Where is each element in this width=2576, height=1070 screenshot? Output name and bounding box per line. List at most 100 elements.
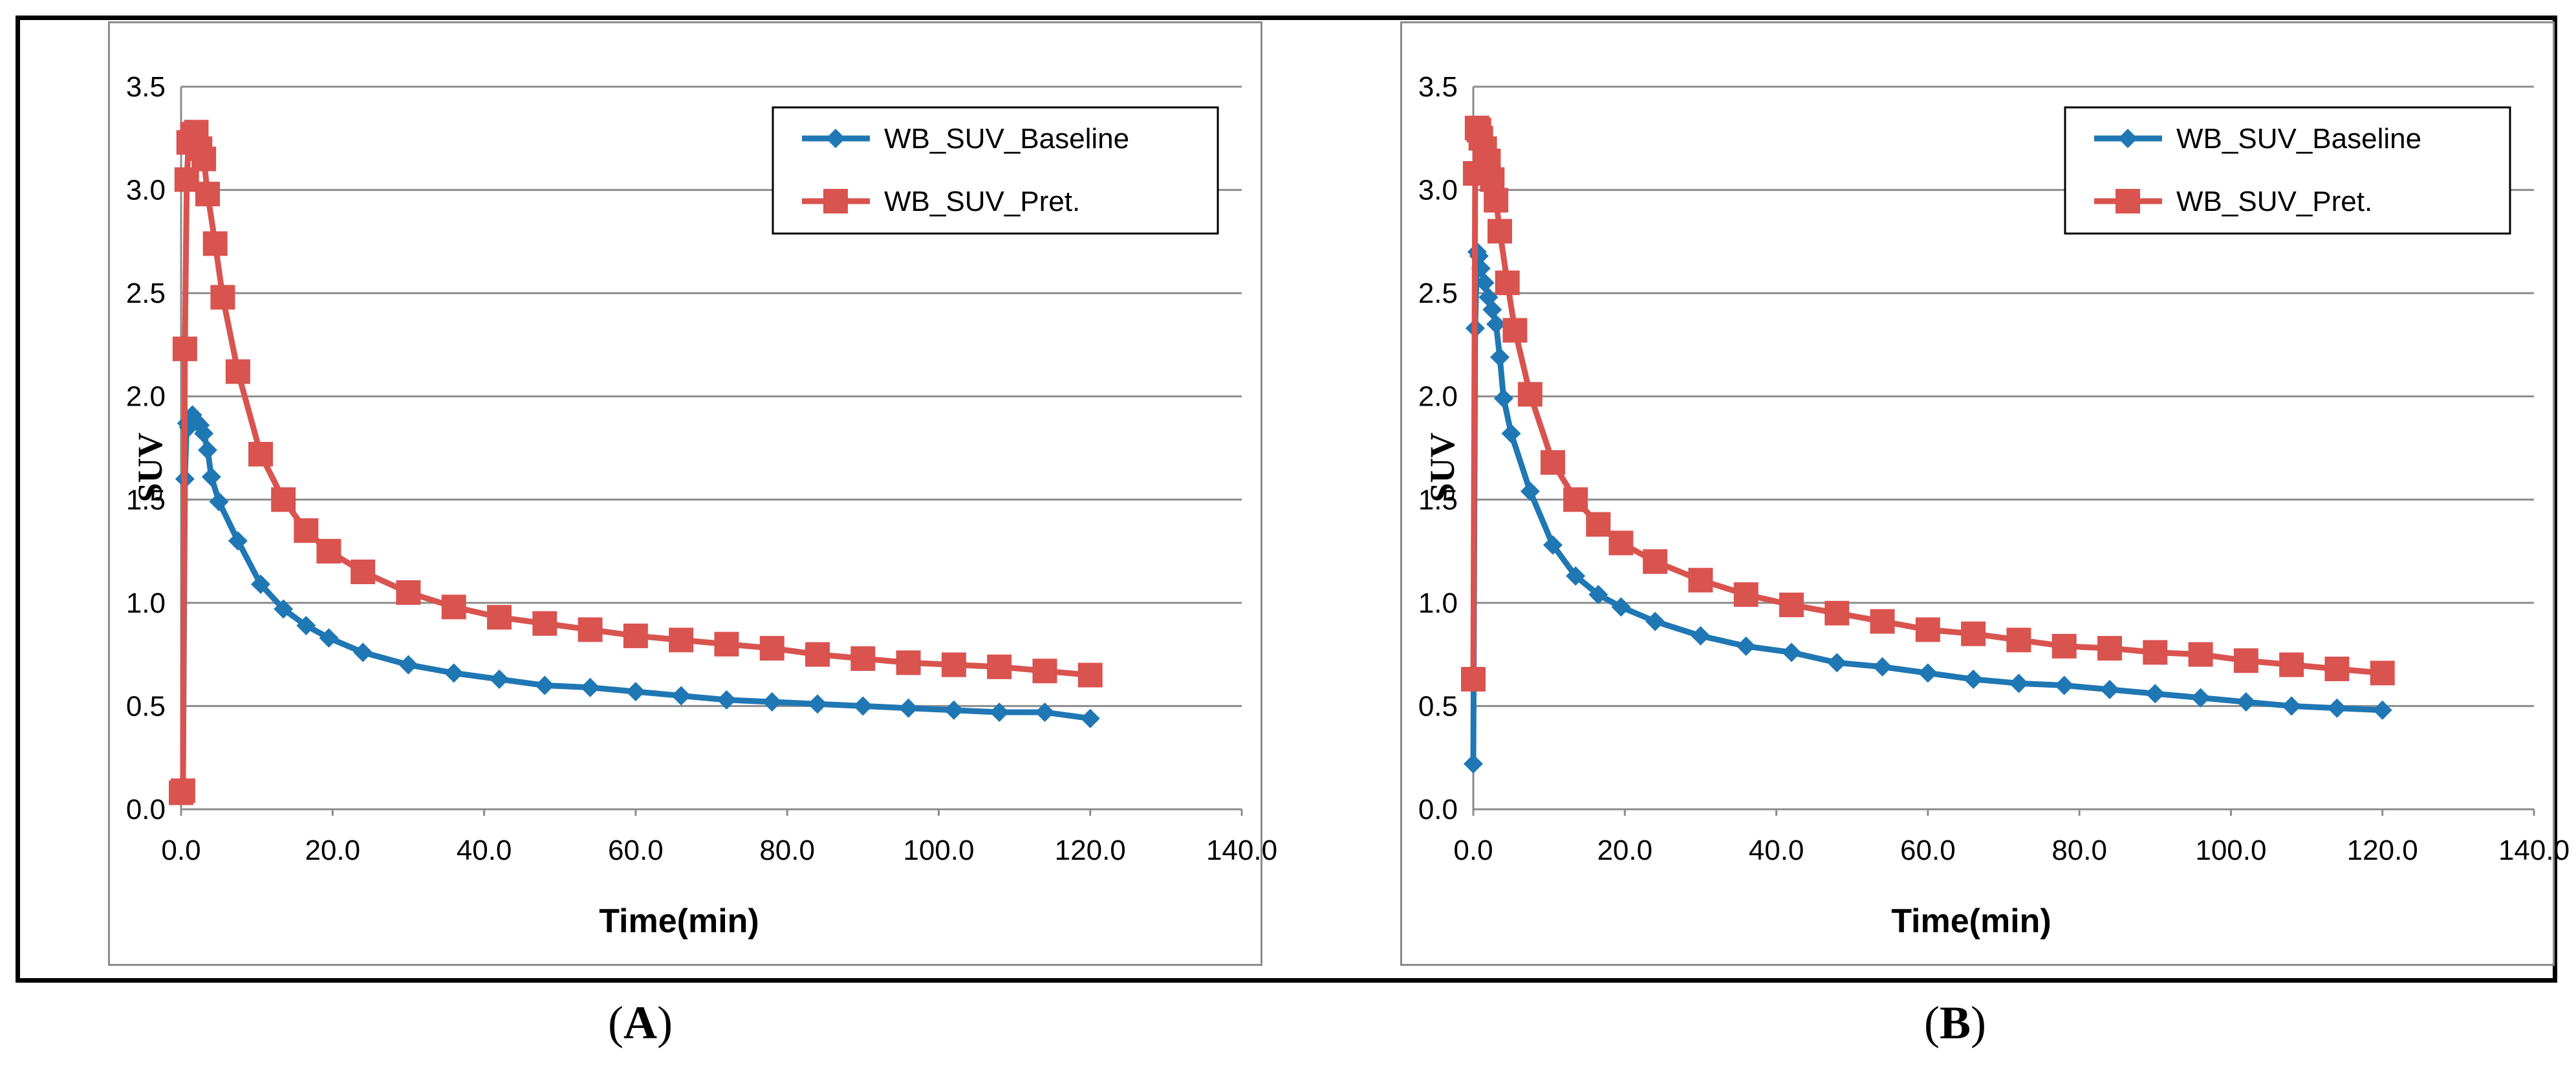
chart-a-series-baseline-point [1080, 708, 1100, 728]
chart-a-ytick-label-5: 2.5 [126, 278, 166, 309]
chart-b-series-baseline-point [1543, 535, 1563, 555]
chart-b-series-baseline-point [1827, 653, 1847, 673]
chart-b-xtick-label-5: 100.0 [2195, 835, 2266, 866]
chart-a-series-pret-point [669, 628, 694, 653]
panel-label-b: (B) [1924, 997, 1986, 1049]
chart-a-series-baseline-point [398, 655, 418, 675]
chart-a-series-pret-point [487, 605, 512, 630]
chart-a-series-pret-point [1032, 659, 1057, 684]
chart-a-series-baseline-point [274, 599, 294, 619]
chart-b-y-axis-title: SUV [1423, 432, 1462, 502]
chart-b-series-baseline-point [2009, 673, 2029, 693]
chart-b-series-pret-point [1870, 609, 1895, 634]
chart-a-series-baseline-point [353, 642, 373, 662]
chart-a-series-pret-point [805, 642, 830, 667]
chart-b-series-baseline-point [2282, 696, 2302, 716]
chart-a-series-pret-point [174, 167, 199, 192]
chart-a-series-pret-point [191, 146, 217, 171]
chart-b-series-baseline-point [2054, 675, 2074, 695]
chart-b-ytick-label-1: 0.5 [1418, 690, 1458, 722]
chart-b-svg: 0.0 0.5 1.0 1.5 2.0 2.5 3.0 3.5 0.0 20.0 40.0 60.0 8… [1418, 71, 2570, 940]
panel-label-a: (A) [608, 997, 673, 1049]
chart-a-svg: 0.0 0.5 1.0 1.5 2.0 2.5 3.0 3.5 0.0 20.0 40.0 60.0 8… [126, 71, 1277, 940]
chart-b-series-baseline-point [1736, 636, 1756, 656]
chart-a-series-pret-point [351, 559, 376, 584]
chart-b-legend-pret-label: WB_SUV_Pret. [2176, 186, 2372, 217]
chart-a-series-pret-point [987, 654, 1012, 679]
chart-a-legend-baseline-marker [826, 129, 845, 148]
chart-a-legend-pret-marker [823, 189, 848, 213]
chart-a-series-pret-point [441, 595, 466, 620]
chart-b-legend-baseline-label: WB_SUV_Baseline [2176, 123, 2421, 155]
chart-b-series-pret-point [1733, 582, 1759, 607]
chart-a-series-baseline-point [625, 682, 645, 702]
chart-a-series-baseline-point [535, 675, 555, 695]
chart-b-x-axis-title: Time(min) [1891, 902, 2051, 940]
chart-a-xtick-label-0: 0.0 [161, 835, 200, 866]
chart-b-series-baseline-point [1782, 642, 1801, 662]
chart-a-series-baseline-point [580, 677, 600, 697]
chart-a-series-pret-point [294, 518, 319, 543]
chart-b-xtick-label-2: 40.0 [1749, 835, 1804, 866]
chart-a-series-pret-point [532, 611, 557, 636]
chart-a-series-baseline-point [762, 692, 782, 712]
chart-b-ytick-label-4: 2.0 [1418, 381, 1458, 413]
chart-a-series-baseline-point [990, 703, 1010, 723]
chart-a-ytick-label-6: 3.0 [126, 175, 166, 206]
chart-a-series-baseline-point [808, 694, 827, 714]
chart-a-y-axis-title: SUV [131, 432, 169, 502]
chart-b-series-baseline-point [2372, 700, 2392, 720]
chart-a-xtick-label-6: 120.0 [1055, 835, 1126, 866]
chart-a-series-baseline-point [898, 698, 918, 718]
chart-a-series-pret-point [941, 652, 966, 677]
chart-a-series-baseline-point [944, 700, 964, 720]
chart-a-series-pret-point [759, 636, 785, 661]
chart-b-series-baseline-point [1645, 611, 1665, 631]
chart-a-series-pret-point [623, 623, 648, 648]
chart-b-series-pret-point [1563, 487, 1588, 512]
chart-b-series-baseline-point [1520, 481, 1540, 501]
chart-panel-b: 0.0 0.5 1.0 1.5 2.0 2.5 3.0 3.5 0.0 20.0 40.0 60.0 8… [1400, 21, 2570, 966]
chart-a-series-pret-point [714, 631, 739, 657]
panel-letter-b: B [1939, 997, 1971, 1049]
chart-b-series-baseline-point [1691, 626, 1711, 646]
chart-b-series-baseline-point [1482, 300, 1502, 320]
chart-a-series-pret-point [1077, 662, 1103, 688]
chart-b-series-baseline-point [2327, 698, 2347, 718]
chart-a-series-pret-point [896, 650, 921, 675]
chart-a-ytick-label-7: 3.5 [126, 71, 166, 103]
chart-b-series-baseline-point [1611, 597, 1631, 617]
chart-b-series-baseline-point [1493, 388, 1513, 408]
chart-a-series-baseline-point [671, 686, 691, 706]
chart-b-series-baseline-point [2145, 684, 2165, 704]
chart-b-xtick-label-6: 120.0 [2347, 835, 2418, 866]
chart-a-series-baseline-point [198, 440, 217, 460]
chart-b-series-pret-point [1517, 382, 1542, 407]
chart-a-series-baseline-point [490, 669, 509, 689]
chart-b-series-baseline-line [1470, 248, 2383, 764]
chart-b-series-pret-point [2188, 642, 2213, 667]
chart-a-series-baseline-point [853, 696, 873, 716]
chart-a-ytick-label-2: 1.0 [126, 587, 166, 619]
chart-b-series-pret-point [1915, 617, 1940, 642]
chart-a-series-pret-point [210, 285, 235, 310]
chart-a-x-axis-title: Time(min) [599, 902, 759, 940]
chart-a-series-baseline-point [1035, 703, 1055, 723]
chart-b-series-pret-point [1824, 600, 1850, 626]
chart-b-series-baseline-point [1872, 657, 1892, 677]
chart-b-series-pret-point [1480, 167, 1505, 192]
chart-b-series-baseline-point [1588, 585, 1608, 605]
chart-a-series-pret-point [271, 487, 296, 512]
chart-b-series-baseline-point [1490, 347, 1510, 367]
chart-b-series-baseline-point [1964, 669, 1984, 689]
chart-b-series-pret-point [2279, 652, 2304, 677]
chart-a-xtick-label-7: 140.0 [1206, 835, 1277, 866]
chart-a-xtick-label-3: 60.0 [608, 835, 664, 866]
chart-a-series-pret-point [172, 336, 197, 362]
chart-b-series-baseline-point [1566, 566, 1586, 586]
chart-b-series-baseline-point [2236, 692, 2256, 712]
chart-a-series-baseline-point [201, 467, 221, 487]
chart-b-series-pret-point [1643, 549, 1668, 574]
chart-b-series-pret-point [1961, 621, 1986, 646]
chart-b-series-pret-point [1608, 530, 1634, 556]
